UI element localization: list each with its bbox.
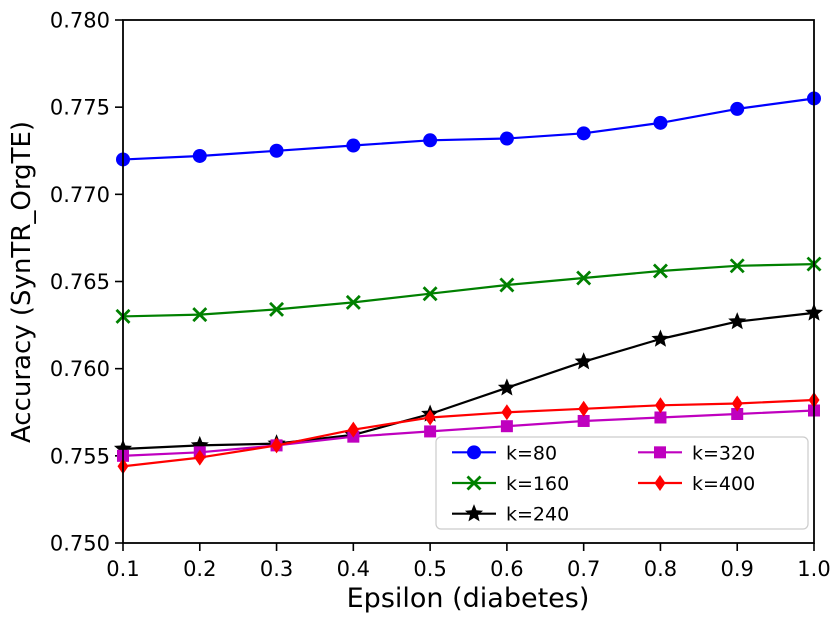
circle-marker-icon — [730, 101, 745, 116]
legend-entry-k-240: k=240 — [452, 504, 569, 526]
series-k-240 — [113, 303, 824, 457]
diamond-marker-icon — [654, 475, 666, 491]
circle-marker-icon — [499, 131, 514, 146]
y-axis-label: Accuracy (SynTR_OrgTE) — [7, 121, 37, 443]
circle-marker-icon — [192, 148, 207, 163]
y-tick-label: 0.770 — [50, 183, 110, 207]
x-tick-label: 0.2 — [183, 557, 216, 581]
x-marker-icon — [499, 277, 515, 293]
x-tick-label: 0.7 — [567, 557, 600, 581]
x-tick-label: 0.3 — [260, 557, 293, 581]
square-marker-icon — [654, 446, 666, 459]
star-marker-icon — [190, 435, 209, 454]
square-marker-icon — [577, 414, 590, 427]
x-marker-icon — [466, 475, 482, 491]
x-axis-label: Epsilon (diabetes) — [347, 583, 590, 614]
legend: k=80 k=160 k=240 k=320 k=400 — [435, 436, 809, 530]
diamond-marker-icon — [578, 400, 590, 417]
x-tick-label: 0.6 — [490, 557, 523, 581]
diamond-marker-icon — [501, 404, 513, 421]
y-tick-label: 0.755 — [50, 444, 110, 468]
circle-marker-icon — [423, 133, 438, 148]
diamond-marker-icon — [194, 449, 206, 466]
plot-border — [122, 19, 815, 544]
series-line — [122, 398, 815, 468]
y-tick-label: 0.780 — [50, 9, 110, 33]
circle-marker-icon — [653, 115, 668, 130]
axis-ticks: 0.750 0.755 0.760 0.765 0.770 0.775 0.780 0.1 0.… — [50, 9, 830, 582]
circle-marker-icon — [576, 126, 591, 141]
series-line — [122, 97, 815, 161]
series-line — [122, 311, 815, 450]
y-tick-label: 0.775 — [50, 96, 110, 120]
circle-marker-icon — [467, 445, 481, 460]
x-marker-icon — [345, 294, 361, 310]
y-tick-label: 0.750 — [50, 532, 110, 556]
square-marker-icon — [424, 425, 437, 438]
x-tick-label: 0.8 — [644, 557, 677, 581]
x-marker-icon — [576, 270, 592, 286]
x-marker-icon — [652, 263, 668, 279]
circle-marker-icon — [269, 143, 284, 158]
plot-area: 0.750 0.755 0.760 0.765 0.770 0.775 0.780 0.1 0.… — [50, 9, 830, 582]
legend-entry-k-80: k=80 — [452, 442, 557, 464]
star-marker-icon — [651, 329, 670, 347]
series-k-160 — [115, 256, 822, 324]
series-line — [122, 409, 815, 457]
legend-label: k=400 — [692, 473, 755, 495]
legend-entry-k-320: k=320 — [638, 442, 755, 464]
x-marker-icon — [269, 301, 285, 317]
square-marker-icon — [731, 407, 744, 420]
legend-label: k=80 — [506, 442, 557, 464]
diamond-marker-icon — [271, 437, 283, 454]
y-tick-label: 0.765 — [50, 270, 110, 294]
star-marker-icon — [574, 352, 593, 370]
series-line — [122, 263, 815, 318]
star-marker-icon — [728, 312, 747, 330]
legend-label: k=160 — [506, 473, 569, 495]
star-marker-icon — [497, 378, 516, 396]
x-marker-icon — [729, 258, 745, 274]
legend-entry-k-160: k=160 — [452, 473, 569, 495]
y-tick-label: 0.760 — [50, 357, 110, 381]
x-tick-label: 0.1 — [106, 557, 139, 581]
x-tick-label: 0.9 — [721, 557, 754, 581]
diamond-marker-icon — [731, 395, 743, 412]
series-k-80 — [116, 91, 821, 167]
legend-label: k=240 — [506, 504, 569, 526]
square-marker-icon — [654, 411, 667, 424]
x-marker-icon — [192, 307, 208, 323]
diamond-marker-icon — [347, 421, 359, 438]
legend-frame — [435, 436, 809, 530]
x-tick-label: 1.0 — [797, 557, 830, 581]
star-marker-icon — [464, 504, 484, 522]
x-tick-label: 0.4 — [337, 557, 370, 581]
x-tick-label: 0.5 — [413, 557, 446, 581]
diamond-marker-icon — [424, 409, 436, 426]
legend-label: k=320 — [692, 442, 755, 464]
square-marker-icon — [500, 420, 513, 433]
legend-entry-k-400: k=400 — [638, 473, 755, 495]
circle-marker-icon — [346, 138, 361, 153]
x-marker-icon — [422, 286, 438, 302]
series-k-400 — [117, 392, 820, 475]
diamond-marker-icon — [654, 397, 666, 414]
